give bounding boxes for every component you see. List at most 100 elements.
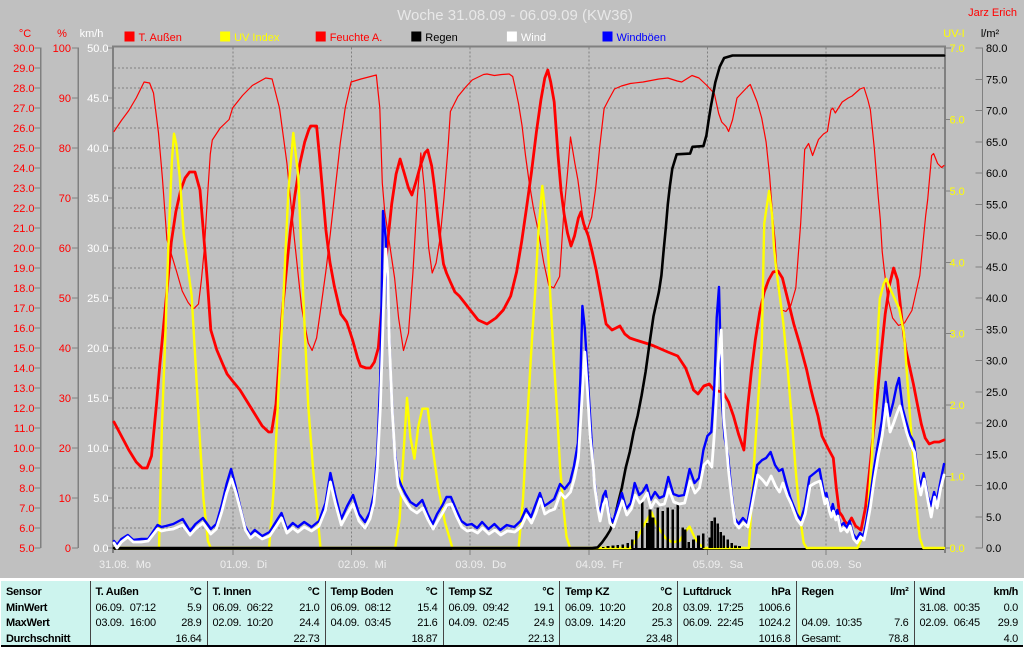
avg-value: 22.73 — [293, 632, 320, 645]
min-value: 19.1 — [533, 601, 555, 614]
axis-label-temperature: 28.0 — [13, 83, 34, 95]
min-date: 06.09. 09:42 — [448, 601, 510, 614]
min-date: 06.09. 07:12 — [95, 601, 157, 614]
series-T. Außen — [112, 68, 946, 532]
sensor-column-Wind: Wind km/h 31.08. 00:35 0.0 02.09. 06:45 29.9 4… — [913, 581, 1024, 645]
table-cell: 31.08. 00:35 0.0 — [920, 601, 1019, 616]
max-date: 03.09. 14:20 — [565, 617, 626, 629]
table-cell: MinWert — [6, 601, 85, 616]
min-date: 06.09. 10:20 — [565, 601, 626, 614]
table-cell: Temp KZ °C — [565, 585, 672, 600]
table-cell: 06.09. 06:22 21.0 — [213, 601, 320, 616]
axis-label-humidity: 30 — [59, 393, 71, 405]
sensor-unit: °C — [542, 586, 554, 598]
axis-label-temperature: 24.0 — [13, 163, 34, 175]
row-label: MinWert — [6, 601, 48, 614]
sensor-name: T. Innen — [212, 586, 252, 598]
axis-label-temperature: 18.0 — [13, 283, 34, 295]
weekly-weather-chart: Woche 31.08.09 - 06.09.09 (KW36) Jarz Er… — [13, 7, 1017, 571]
legend-swatch-6 — [602, 31, 613, 42]
legend-swatch-3 — [315, 31, 326, 42]
axis-label-humidity: 80 — [59, 143, 71, 155]
table-cell: 18.87 — [331, 632, 438, 647]
avg-value: 22.13 — [527, 632, 554, 645]
axis-label-temperature: 14.0 — [13, 363, 34, 375]
axis-label-humidity: 50 — [59, 293, 71, 305]
day-label: 04.09. Fr — [576, 559, 623, 571]
table-cell: 23.48 — [565, 632, 672, 647]
table-cell: 03.09. 17:25 1006.6 — [683, 601, 791, 616]
axis-label-temperature: 30.0 — [13, 43, 34, 55]
axis-label-rain: 30.0 — [986, 356, 1007, 368]
table-cell: 03.09. 16:00 28.9 — [96, 616, 202, 631]
table-cell: 22.13 — [449, 632, 554, 647]
table-cell: 04.09. 03:45 21.6 — [331, 616, 438, 631]
axis-label-wind: 40.0 — [87, 143, 108, 155]
axis-label-rain: 35.0 — [986, 324, 1007, 336]
table-cell: 06.09. 10:20 20.8 — [565, 601, 672, 616]
table-cell: 06.09. 22:45 1024.2 — [683, 616, 791, 631]
table-cell: 06.09. 09:42 19.1 — [449, 601, 555, 616]
axis-label-rain: 5.0 — [986, 512, 1001, 524]
sensor-column-T. Innen: T. Innen °C 06.09. 06:22 21.0 02.09. 10:20 24… — [206, 581, 325, 645]
axis-label-wind: 5.0 — [93, 493, 108, 505]
sensor-name: T. Außen — [95, 586, 139, 598]
axis-label-temperature: 9.0 — [19, 463, 34, 475]
avg-value: 78.8 — [888, 632, 909, 645]
legend-swatch-1 — [124, 31, 135, 42]
day-label: 01.09. Di — [220, 559, 267, 571]
axis-label-humidity: 0 — [65, 543, 71, 555]
max-value: 21.6 — [417, 617, 438, 629]
sensor-name: Luftdruck — [683, 586, 732, 598]
table-cell: 06.09. 08:12 15.4 — [331, 601, 438, 616]
axis-label-humidity: 90 — [59, 93, 71, 105]
sensor-stats-table: Sensor MinWert MaxWert Durchschnitt T. Außen… — [1, 581, 1023, 647]
axis-label-uv: 2.0 — [950, 400, 965, 412]
table-cell: Durchschnitt — [6, 632, 85, 647]
sensor-column-Temp KZ: Temp KZ °C 06.09. 10:20 20.8 03.09. 14:20 25.… — [559, 581, 677, 645]
sensor-unit: km/h — [993, 586, 1019, 598]
legend-label-3: Feuchte A. — [330, 32, 383, 44]
axis-label-rain: 20.0 — [986, 418, 1007, 430]
axis-label-temperature: 7.0 — [19, 503, 34, 515]
axis-label-temperature: 12.0 — [13, 403, 34, 415]
axis-label-temperature: 6.0 — [19, 523, 34, 535]
series-UV Index — [112, 131, 946, 550]
max-value: 29.9 — [997, 617, 1019, 629]
max-value: 24.9 — [533, 617, 555, 629]
min-value: 20.8 — [651, 601, 673, 614]
table-cell: Temp Boden °C — [331, 585, 438, 600]
sensor-column-Regen: Regen l/m² 04.09. 10:35 7.6 Gesamt: 78.8 — [795, 581, 914, 645]
min-value: 1006.6 — [758, 601, 791, 614]
series-Wind — [112, 247, 946, 550]
axis-label-rain: 25.0 — [986, 387, 1007, 399]
max-date: 04.09. 02:45 — [448, 617, 510, 629]
avg-value: 18.87 — [411, 632, 438, 645]
sensor-unit: l/m² — [890, 586, 909, 598]
axis-label-rain: 50.0 — [986, 231, 1007, 243]
axis-label-temperature: 29.0 — [13, 63, 34, 75]
sensor-name: Temp SZ — [448, 586, 493, 598]
legend-swatch-2 — [220, 31, 231, 42]
sensor-unit: °C — [425, 586, 438, 598]
avg-value: 16.64 — [175, 632, 202, 645]
sensor-name: Temp KZ — [565, 586, 610, 598]
legend-label-2: UV Index — [234, 32, 280, 44]
series-Feuchte A. — [113, 73, 945, 352]
sensor-column-Luftdruck: Luftdruck hPa 03.09. 17:25 1006.6 06.09. 22:… — [677, 581, 796, 645]
max-date: 02.09. 06:45 — [919, 617, 981, 629]
day-label: 05.09. Sa — [693, 559, 744, 571]
table-cell: 02.09. 10:20 24.4 — [213, 616, 320, 631]
axis-label-wind: 35.0 — [87, 193, 108, 205]
axis-label-wind: 25.0 — [87, 293, 108, 305]
sensor-unit: °C — [307, 586, 320, 598]
axis-label-rain: 80.0 — [986, 43, 1007, 55]
table-cell: Sensor — [6, 585, 85, 600]
axis-label-rain: 75.0 — [986, 74, 1007, 86]
table-cell: Temp SZ °C — [449, 585, 555, 600]
axis-label-rain: 10.0 — [986, 481, 1007, 493]
axis-label-temperature: 23.0 — [13, 183, 34, 195]
table-cell: Luftdruck hPa — [683, 585, 791, 600]
stats-strip: Sensor MinWert MaxWert Durchschnitt T. Außen… — [0, 578, 1024, 653]
axis-label-temperature: 26.0 — [13, 123, 34, 135]
